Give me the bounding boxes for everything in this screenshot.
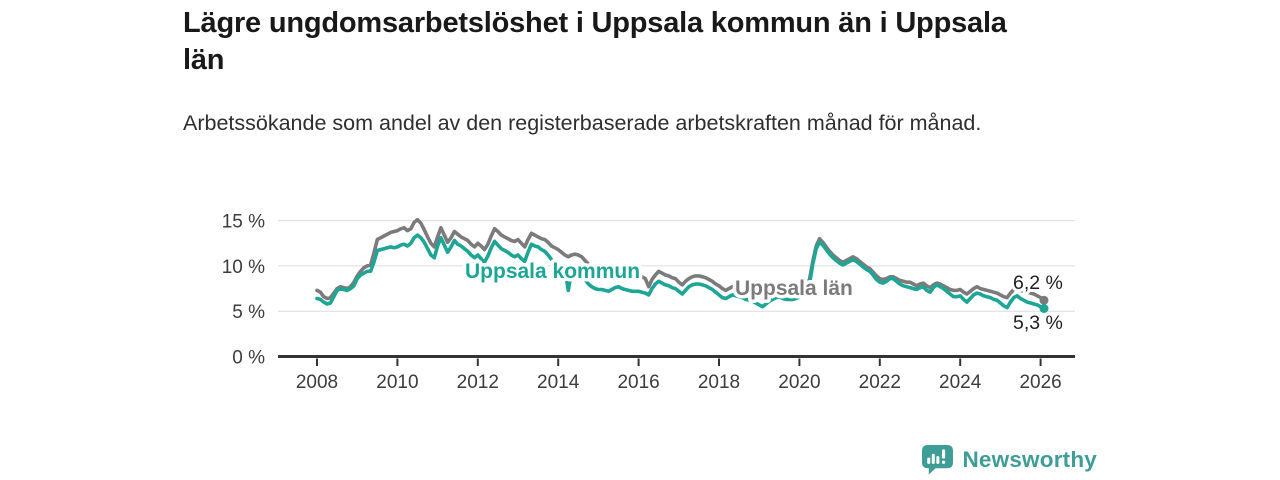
series-label-lan: Uppsala län	[735, 277, 853, 300]
grid-layer	[278, 220, 1075, 312]
series-line-kommun	[315, 233, 1046, 311]
series-label-kommun: Uppsala kommun	[465, 260, 640, 283]
newsworthy-logo-icon	[922, 445, 954, 475]
newsworthy-logo-text: Newsworthy	[962, 447, 1097, 472]
x-tick-label: 2026	[1019, 372, 1061, 393]
y-tick-label: 10 %	[222, 257, 265, 278]
y-tick-label: 0 %	[232, 348, 265, 369]
y-tick-label: 5 %	[232, 302, 265, 323]
page-title: Lägre ungdomsarbetslöshet i Uppsala komm…	[183, 7, 1007, 76]
x-tick-label: 2010	[376, 372, 418, 393]
x-tick-label: 2020	[778, 372, 820, 393]
axis-layer: 0 % 5 % 10 % 15 % 2008 2010 2012 2014 2016 2018 20…	[222, 212, 1075, 393]
x-tick-label: 2018	[698, 372, 740, 393]
annotation-layer: Uppsala kommun Uppsala län 6,2 % 5,3 %	[462, 257, 1066, 338]
chart-subtitle: Arbetssökande som andel av den registerb…	[183, 111, 982, 135]
y-tick-label: 15 %	[222, 212, 265, 233]
series-layer	[315, 217, 1049, 313]
x-tick-label: 2014	[537, 372, 580, 393]
x-tick-label: 2016	[617, 372, 659, 393]
x-tick-label: 2008	[296, 372, 338, 393]
series-end-dot-lan	[1039, 295, 1049, 305]
x-tick-label: 2012	[457, 372, 499, 393]
end-value-label-kommun: 5,3 %	[1013, 312, 1063, 334]
series-end-dot-kommun	[1039, 304, 1049, 313]
series-line-lan	[315, 217, 1046, 303]
x-tick-label: 2022	[859, 372, 901, 393]
newsworthy-logo[interactable]: Newsworthy	[922, 444, 1097, 476]
end-value-label-lan: 6,2 %	[1013, 272, 1063, 294]
x-tick-label: 2024	[939, 372, 982, 393]
